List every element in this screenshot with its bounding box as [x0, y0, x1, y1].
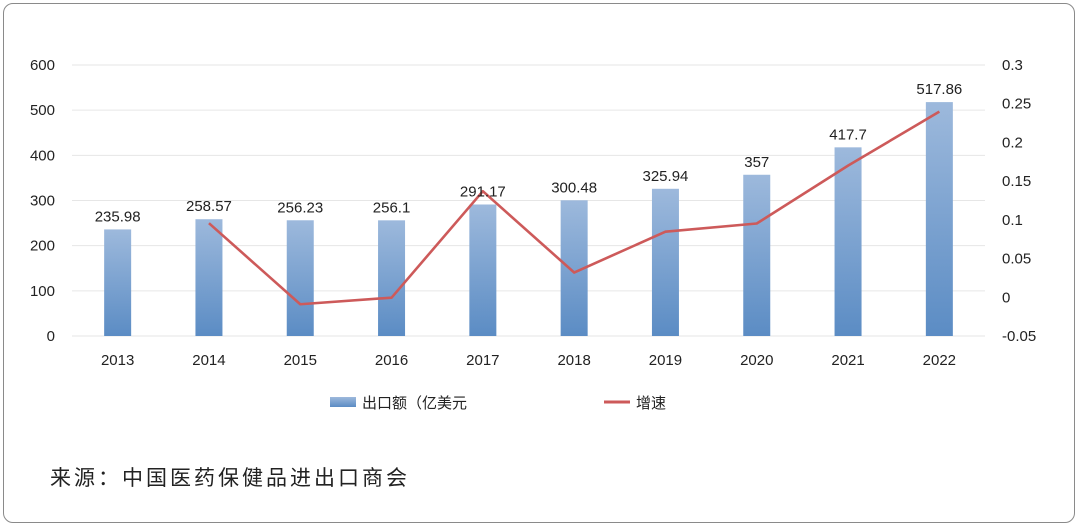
y-right-tick-label: -0.05	[1002, 328, 1036, 345]
y-right-tick-label: 0	[1002, 289, 1010, 306]
y-right-tick-label: 0.25	[1002, 96, 1031, 113]
bar-value-label: 235.98	[95, 208, 141, 225]
bar-value-label: 325.94	[643, 168, 689, 185]
bar-value-label: 417.7	[829, 126, 867, 143]
bar	[469, 204, 497, 336]
y-left-tick-label: 300	[30, 193, 55, 210]
bar	[378, 220, 406, 336]
x-tick-label: 2017	[466, 352, 499, 369]
gridlines	[72, 64, 985, 337]
y-axis-right: -0.05 0 0.05 0.1 0.15 0.2 0.25 0.3	[1002, 57, 1036, 345]
line-series	[208, 110, 941, 306]
x-tick-label: 2014	[192, 352, 225, 369]
bar	[925, 102, 953, 336]
x-tick-label: 2015	[284, 352, 317, 369]
legend-bar-swatch	[330, 397, 356, 407]
source-note: 来源：中国医药保健品进出口商会	[50, 466, 410, 490]
bar	[104, 229, 132, 336]
bar-value-label: 256.23	[277, 199, 323, 216]
x-tick-label: 2022	[923, 352, 956, 369]
y-axis-left: 0 100 200 300 400 500 600	[30, 57, 55, 345]
data-labels: 235.98 258.57 256.23 256.1 291.17 300.48 325.9…	[95, 81, 963, 225]
legend-bar-label: 出口额（亿美元	[362, 394, 467, 412]
bar-value-label: 256.1	[373, 199, 411, 216]
bar-value-label: 517.86	[916, 81, 962, 98]
chart-frame	[3, 3, 1075, 523]
legend-line-label: 增速	[636, 394, 666, 412]
y-right-tick-label: 0.1	[1002, 212, 1023, 229]
y-left-tick-label: 0	[47, 328, 55, 345]
y-left-tick-label: 200	[30, 238, 55, 255]
bar	[743, 174, 771, 336]
bar-series	[104, 102, 953, 336]
x-tick-label: 2019	[649, 352, 682, 369]
x-tick-label: 2016	[375, 352, 408, 369]
y-left-tick-label: 500	[30, 102, 55, 119]
x-tick-label: 2020	[740, 352, 773, 369]
y-right-tick-label: 0.15	[1002, 173, 1031, 190]
x-tick-label: 2013	[101, 352, 134, 369]
y-left-tick-label: 400	[30, 147, 55, 164]
bar	[286, 220, 314, 336]
y-right-tick-label: 0.3	[1002, 57, 1023, 74]
bar	[834, 147, 862, 336]
y-left-tick-label: 100	[30, 283, 55, 300]
y-left-tick-label: 600	[30, 57, 55, 74]
bar-value-label: 258.57	[186, 198, 232, 215]
y-right-tick-label: 0.05	[1002, 251, 1031, 268]
bar-value-label: 357	[744, 154, 769, 171]
bar	[651, 188, 679, 336]
legend: 出口额（亿美元 增速	[330, 394, 666, 412]
x-tick-label: 2018	[557, 352, 590, 369]
bar	[195, 219, 223, 336]
x-tick-label: 2021	[831, 352, 864, 369]
bar-value-label: 300.48	[551, 179, 597, 196]
x-axis: 2013 2014 2015 2016 2017 2018 2019 2020 2021 2022	[101, 352, 956, 369]
growth-line	[208, 110, 941, 306]
bar-value-label: 291.17	[460, 183, 506, 200]
y-right-tick-label: 0.2	[1002, 134, 1023, 151]
